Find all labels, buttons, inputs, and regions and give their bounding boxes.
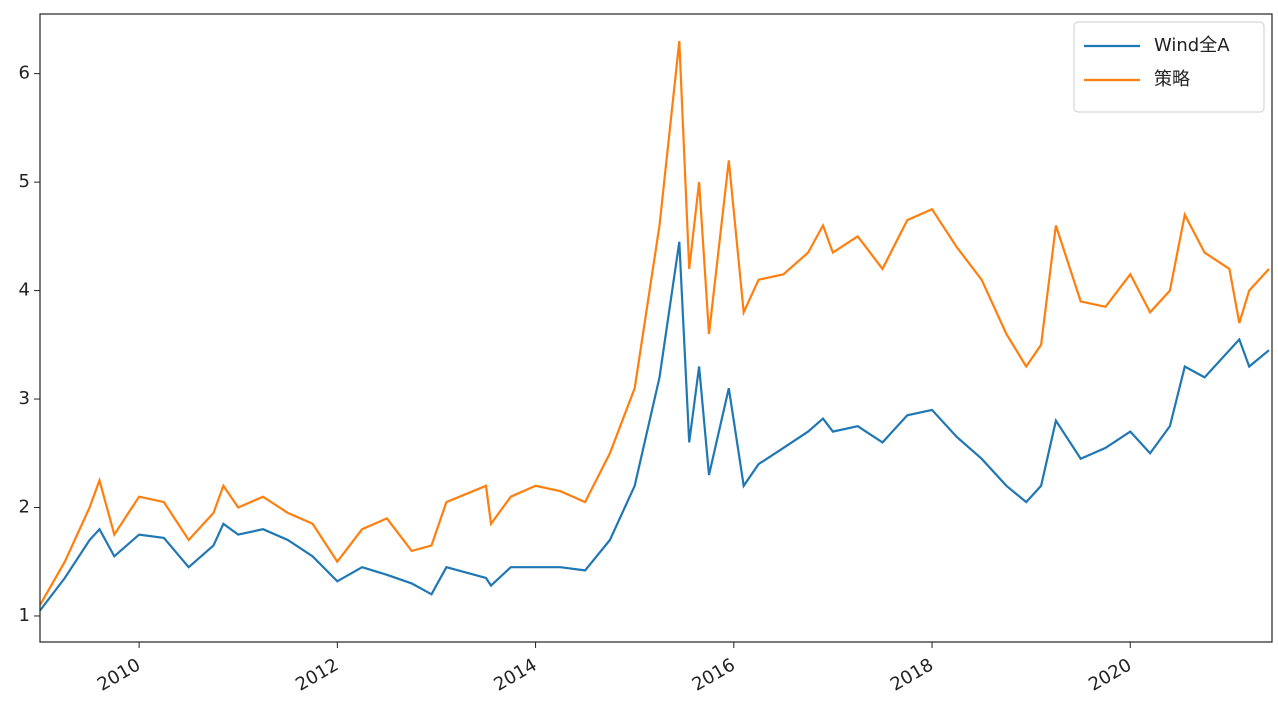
line [39,40,1270,606]
y-tick-label: 5 [19,171,30,192]
y-tick-label: 2 [19,497,30,518]
x-tick-label: 2018 [887,654,937,695]
legend-label: 策略 [1154,69,1190,90]
x-tick-label: 2016 [689,654,739,695]
legend-label: Wind全A [1154,35,1230,56]
x-tick-label: 2010 [94,654,144,695]
y-tick-label: 6 [19,63,30,84]
x-tick-label: 2012 [292,654,342,695]
y-tick-label: 4 [19,280,30,301]
y-tick-label: 3 [19,388,30,409]
x-tick-label: 2014 [490,654,540,695]
line [39,241,1270,612]
y-tick-label: 1 [19,605,30,626]
legend-box [1073,21,1265,113]
plot-frame [39,13,1273,643]
x-tick-label: 2020 [1085,654,1135,695]
